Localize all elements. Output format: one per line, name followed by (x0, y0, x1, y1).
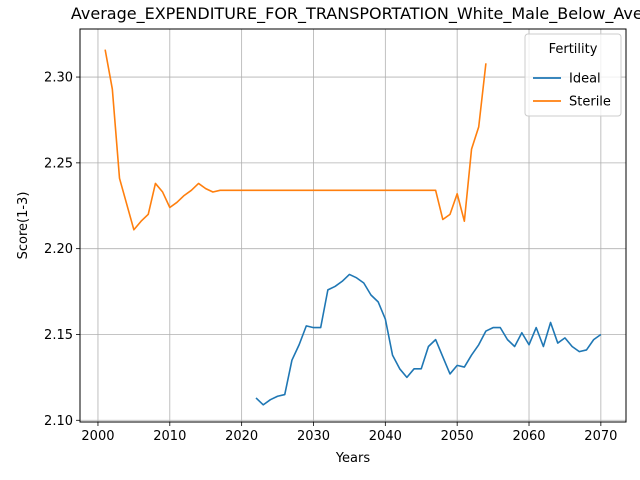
plot-frame (79, 28, 627, 423)
y-tick-label: 2.10 (44, 414, 73, 429)
series-line-ideal (255, 273, 602, 406)
x-tick-label: 2050 (441, 429, 474, 444)
x-tick-label: 2010 (153, 429, 186, 444)
x-tick-label: 2000 (81, 429, 114, 444)
chart-title: Average_EXPENDITURE_FOR_TRANSPORTATION_W… (71, 4, 640, 24)
legend-label-ideal: Ideal (569, 72, 601, 87)
y-tick-label: 2.30 (44, 71, 73, 86)
x-tick-label: 2060 (512, 429, 545, 444)
series-line-sterile (104, 49, 487, 231)
legend-label-sterile: Sterile (569, 95, 611, 110)
y-axis-label: Score(1-3) (16, 192, 31, 260)
y-tick-label: 2.15 (44, 328, 73, 343)
series-lines (104, 49, 602, 406)
x-tick-label: 2070 (584, 429, 617, 444)
x-tick-label: 2030 (297, 429, 330, 444)
legend: Fertility Ideal Sterile (524, 33, 622, 117)
x-tick-label: 2020 (225, 429, 258, 444)
legend-title: Fertility (549, 42, 598, 57)
legend-items: Ideal Sterile (533, 72, 611, 110)
x-axis-label: Years (335, 451, 371, 466)
legend-box (524, 33, 622, 117)
axis-ticks: 2000 2010 2020 2030 2040 2050 2060 2070 2.10 2.15… (44, 71, 617, 444)
y-tick-label: 2.20 (44, 242, 73, 257)
x-tick-label: 2040 (369, 429, 402, 444)
y-tick-label: 2.25 (44, 156, 73, 171)
